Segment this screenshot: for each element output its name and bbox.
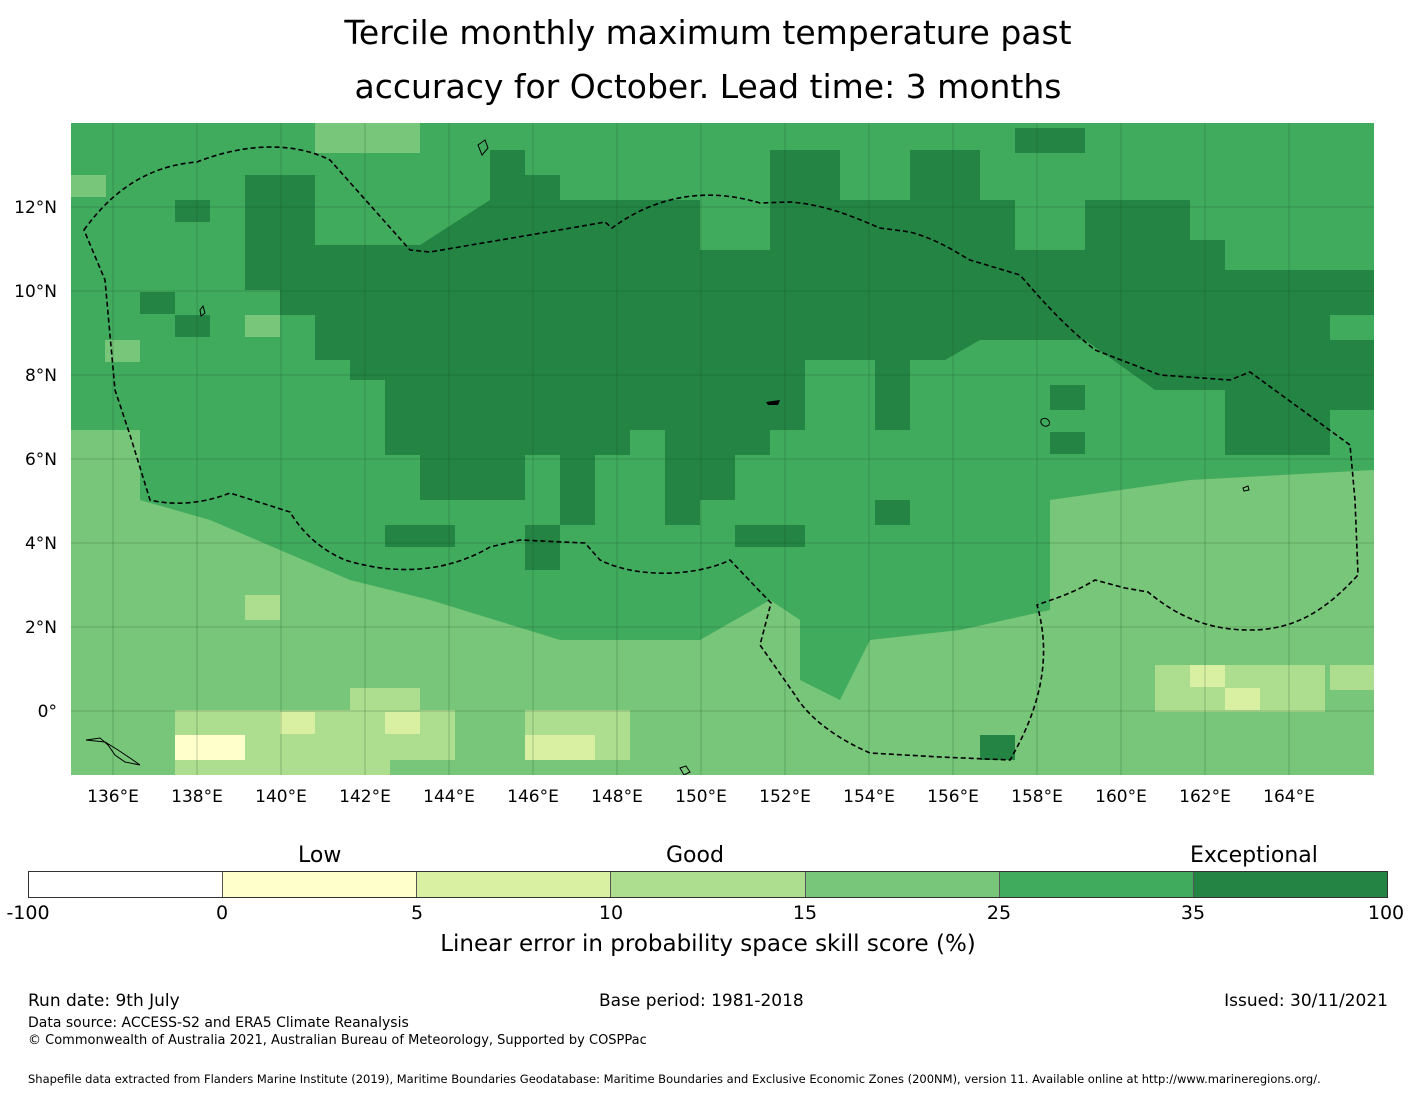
x-tick-label: 140°E	[255, 787, 307, 807]
shapefile-credit: Shapefile data extracted from Flanders M…	[28, 1072, 1321, 1086]
island-manus	[679, 765, 691, 775]
equator-patch-d	[1330, 665, 1374, 690]
y-tick-label: 10°N	[14, 282, 57, 302]
x-tick-label: 136°E	[87, 787, 139, 807]
yellow-patch-f	[1225, 688, 1260, 710]
base-period: Base period: 1981-2018	[599, 991, 804, 1011]
colorbar	[28, 871, 1388, 898]
colorbar-title: Linear error in probability space skill …	[440, 931, 976, 957]
y-tick-label: 8°N	[25, 366, 57, 386]
island-new-guinea-coast	[85, 737, 141, 766]
run-date: Run date: 9th July	[28, 991, 180, 1011]
x-tick-label: 144°E	[423, 787, 475, 807]
x-tick-label: 160°E	[1095, 787, 1147, 807]
y-tick-label: 2°N	[25, 618, 57, 638]
y-tick-label: 12°N	[14, 198, 57, 218]
map-title: Tercile monthly maximum temperature past…	[0, 6, 1416, 114]
north-patch-d	[105, 340, 140, 362]
yellow-patch-e	[1190, 665, 1225, 687]
colorbar-tick: -100	[6, 902, 50, 924]
dark-patch-d	[385, 525, 455, 547]
dark-patch-e	[525, 525, 560, 570]
x-tick-label: 162°E	[1179, 787, 1231, 807]
dark-patch-c	[175, 315, 210, 337]
island-pohnpei	[1040, 417, 1050, 427]
yellow-patch-b	[280, 712, 315, 734]
map-title-line2: accuracy for October. Lead time: 3 month…	[354, 67, 1062, 106]
central-dark-region	[245, 150, 1374, 525]
x-tick-label: 156°E	[927, 787, 979, 807]
island-chuuk	[766, 400, 780, 405]
colorbar-category-exceptional: Exceptional	[1190, 843, 1318, 868]
north-patch-a	[315, 123, 420, 153]
colorbar-tick: 25	[986, 902, 1012, 924]
north-patch-b	[71, 175, 106, 197]
colorbar-category-good: Good	[666, 843, 724, 868]
issued-date: Issued: 30/11/2021	[1224, 991, 1388, 1011]
colorbar-tick: 5	[410, 902, 424, 924]
x-tick-label: 146°E	[507, 787, 559, 807]
north-patch-c	[245, 315, 280, 337]
y-tick-label: 4°N	[25, 534, 57, 554]
equator-patch-e	[245, 595, 280, 620]
y-tick-label: 0°	[38, 702, 57, 722]
colorbar-segment	[805, 872, 1000, 897]
dark-patch-b	[140, 292, 175, 314]
colorbar-tick: 10	[598, 902, 624, 924]
map-title-line1: Tercile monthly maximum temperature past	[344, 13, 1072, 52]
dark-patch-g	[875, 500, 910, 525]
x-tick-label: 154°E	[843, 787, 895, 807]
colorbar-segment	[223, 872, 418, 897]
colorbar-segment	[417, 872, 612, 897]
yellow-patch-c	[385, 712, 420, 734]
dark-patch-h	[1015, 128, 1085, 153]
dark-patch-k	[980, 735, 1015, 760]
eez-boundary	[83, 146, 1359, 761]
dark-patch-i	[1050, 385, 1085, 410]
yellow-patch-d	[525, 735, 595, 760]
island-kosrae	[1242, 485, 1250, 492]
data-source: Data source: ACCESS-S2 and ERA5 Climate …	[28, 1015, 409, 1031]
dark-patch-a	[175, 200, 210, 222]
island-palau	[199, 304, 206, 317]
yellow-patch-a	[175, 735, 245, 760]
x-tick-label: 150°E	[675, 787, 727, 807]
y-tick-label: 6°N	[25, 450, 57, 470]
colorbar-tick: 0	[215, 902, 229, 924]
gridlines	[71, 123, 1374, 775]
y-axis-labels: 12°N 10°N 8°N 6°N 4°N 2°N 0°	[14, 198, 57, 722]
skill-score-map: 136°E 138°E 140°E 142°E 144°E 146°E 148°…	[14, 123, 1374, 807]
x-axis-labels: 136°E 138°E 140°E 142°E 144°E 146°E 148°…	[87, 787, 1315, 807]
copyright: © Commonwealth of Australia 2021, Austra…	[28, 1033, 647, 1048]
x-tick-label: 164°E	[1263, 787, 1315, 807]
dark-patch-j	[1050, 432, 1085, 454]
west-band-light	[71, 430, 210, 545]
x-tick-label: 158°E	[1011, 787, 1063, 807]
colorbar-tick: 100	[1367, 902, 1405, 924]
colorbar-segment	[1193, 872, 1387, 897]
colorbar-tick: 35	[1180, 902, 1206, 924]
colorbar-segment	[611, 872, 806, 897]
dark-patch-f	[735, 525, 805, 547]
island-guam	[477, 139, 489, 156]
colorbar-tick: 15	[792, 902, 818, 924]
colorbar-segment	[29, 872, 224, 897]
x-tick-label: 138°E	[171, 787, 223, 807]
x-tick-label: 142°E	[339, 787, 391, 807]
colorbar-segment	[999, 872, 1194, 897]
equator-patch-f	[350, 688, 420, 710]
x-tick-label: 148°E	[591, 787, 643, 807]
x-tick-label: 152°E	[759, 787, 811, 807]
colorbar-category-low: Low	[298, 843, 342, 868]
